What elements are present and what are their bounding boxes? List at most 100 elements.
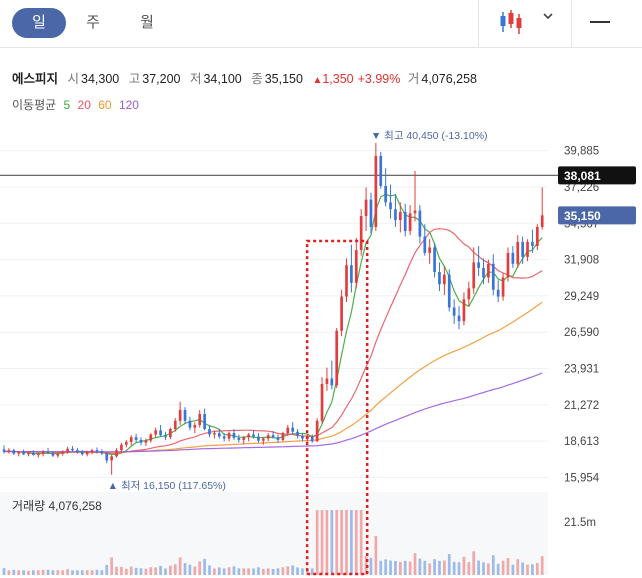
candle-body [217, 433, 221, 437]
candle-body [452, 307, 456, 316]
volume-bar [325, 510, 329, 575]
candle-body [379, 155, 383, 186]
volume-bar [164, 568, 167, 575]
candle-body [51, 452, 55, 456]
candle-body [17, 452, 21, 454]
y-tick-label: 37,226 [564, 182, 599, 194]
volume-bar [203, 558, 206, 575]
volume-bar [472, 551, 476, 575]
candle-body [281, 433, 285, 440]
candle-body [516, 241, 520, 264]
tab-monthly[interactable]: 월 [140, 14, 154, 31]
candle-body [213, 433, 216, 435]
y-tick-label: 31,908 [564, 255, 599, 267]
min-price-annotation: ▲ 최저 16,150 (117.65%) [108, 480, 226, 492]
volume-bar [379, 560, 383, 575]
candle-body [501, 277, 505, 297]
candle-body [350, 265, 353, 283]
volume-bar [423, 560, 427, 575]
candle-body [124, 441, 128, 445]
volume-bar [159, 565, 162, 575]
candle-body [286, 427, 290, 434]
close-label: 종 [251, 72, 263, 86]
volume-bar [85, 570, 89, 575]
candle-body [325, 378, 329, 384]
volume-bar [110, 557, 113, 575]
candle-body [403, 211, 407, 232]
candle-body [90, 450, 94, 453]
volume-bar [80, 570, 84, 575]
candle-body [535, 226, 539, 247]
candle-body [178, 409, 182, 421]
volume-bar [394, 560, 397, 575]
ma20-legend-item[interactable]: 20 [77, 98, 91, 112]
candle-body [188, 420, 192, 428]
volume-bar [310, 568, 314, 575]
candle-body [276, 437, 280, 440]
volume-bar [467, 562, 471, 575]
candle-body [173, 420, 177, 430]
candle-body [531, 241, 534, 247]
candle-body [394, 209, 397, 221]
candle-body [428, 247, 432, 253]
volume-bar [17, 570, 21, 575]
candle-body [12, 450, 16, 454]
chart-type-selector[interactable] [478, 0, 572, 47]
low-label: 저 [189, 72, 202, 86]
candle-body [369, 199, 373, 227]
volume-bar [237, 568, 241, 575]
volume-bar [22, 570, 25, 575]
volume-bar [129, 566, 133, 575]
volume-bar [154, 567, 158, 575]
candle-body [227, 433, 231, 439]
tab-weekly[interactable]: 주 [86, 14, 100, 31]
candle-body [443, 274, 446, 285]
volume-bar [374, 535, 378, 575]
ma120-legend-item[interactable]: 120 [118, 98, 139, 112]
hamburger-menu-icon[interactable] [590, 18, 612, 30]
volume-bar [433, 559, 436, 575]
volume-bar [491, 555, 495, 575]
volume-bar [90, 570, 94, 575]
candle-body [7, 450, 11, 452]
high-value: 37,200 [142, 72, 181, 86]
volume-bar [173, 564, 177, 575]
volume-bar [335, 510, 339, 575]
volume-bar [56, 570, 60, 575]
candle-body [487, 263, 490, 278]
volume-bar [227, 567, 231, 575]
volume-bar [76, 570, 79, 575]
candle-body [183, 409, 187, 421]
volume-bar [286, 566, 290, 575]
tab-daily[interactable]: 일 [12, 8, 66, 38]
volume-bar [482, 562, 485, 575]
volume-bar [506, 558, 510, 575]
volume-bar [247, 568, 250, 575]
ma60-legend-item[interactable]: 60 [98, 98, 112, 112]
ma5-legend-item[interactable]: 5 [63, 98, 71, 112]
volume-bar [71, 570, 74, 575]
open-value: 34,300 [81, 72, 120, 86]
volume-bar [291, 565, 295, 575]
open-label: 시 [67, 72, 80, 86]
volume-bar [95, 569, 99, 575]
volume-bar [32, 570, 35, 575]
ma20-line [4, 228, 543, 454]
candle-body [76, 450, 79, 453]
volume-bar [408, 561, 412, 575]
volume-bar [438, 560, 441, 575]
volume-bar [340, 510, 343, 575]
volume-bar [535, 562, 539, 575]
candle-body [477, 262, 480, 268]
candle-body [467, 288, 471, 300]
candle-body [22, 452, 25, 455]
candlestick-icon [500, 10, 522, 34]
volume-bar [350, 510, 353, 575]
volume-bar [306, 568, 309, 575]
stock-name: 에스피지 [12, 72, 59, 86]
volume-bar [271, 568, 275, 575]
candle-body [413, 210, 417, 214]
volume-tick-label: 21.5m [564, 517, 596, 529]
volume-bar [139, 568, 143, 575]
